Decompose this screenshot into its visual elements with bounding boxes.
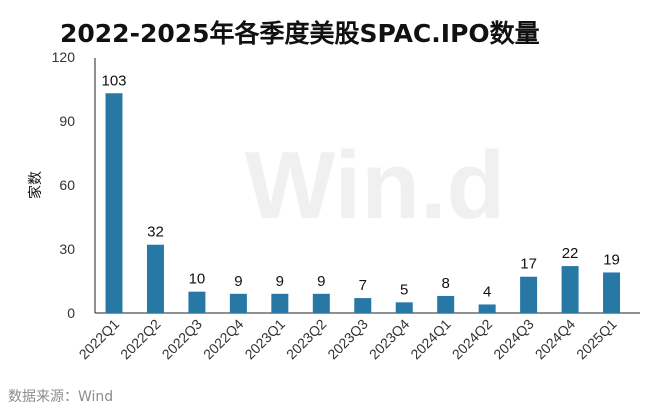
y-axis-label: 家数 — [27, 171, 44, 199]
x-tick-label: 2023Q4 — [366, 316, 413, 363]
source-note: 数据来源：Wind — [8, 389, 114, 405]
bars — [105, 93, 621, 314]
data-label: 22 — [562, 245, 579, 262]
bar — [146, 244, 164, 313]
data-label: 7 — [359, 277, 367, 294]
x-tick-label: 2023Q1 — [241, 316, 288, 363]
bar — [312, 293, 330, 313]
y-tick-label: 120 — [52, 49, 76, 65]
x-tick-label: 2022Q4 — [200, 316, 247, 363]
data-label: 9 — [234, 273, 242, 290]
x-tick-label: 2022Q1 — [76, 316, 123, 363]
y-ticks: 0 30 60 90 120 — [52, 49, 76, 321]
x-tick-label: 2024Q1 — [407, 316, 454, 363]
x-tick-label: 2024Q4 — [532, 316, 579, 363]
watermark: Win.d — [245, 132, 505, 239]
y-tick-label: 60 — [59, 177, 75, 193]
x-tick-label: 2022Q3 — [158, 316, 205, 363]
bar — [354, 298, 372, 313]
data-label: 103 — [101, 72, 126, 89]
bar — [437, 295, 455, 313]
x-tick-label: 2023Q3 — [324, 316, 371, 363]
y-tick-label: 90 — [59, 113, 75, 129]
data-label: 8 — [442, 275, 450, 292]
x-ticks: 2022Q12022Q22022Q32022Q42023Q12023Q22023… — [76, 316, 620, 363]
bar — [561, 266, 579, 313]
data-label: 4 — [483, 283, 491, 300]
bar — [603, 272, 621, 313]
bar — [478, 304, 496, 313]
x-tick-label: 2022Q2 — [117, 316, 164, 363]
bar — [271, 293, 289, 313]
x-tick-label: 2025Q1 — [573, 316, 620, 363]
chart-title: 2022-2025年各季度美股SPAC.IPO数量 — [60, 19, 540, 48]
data-label: 9 — [317, 273, 325, 290]
bar — [520, 276, 538, 313]
bar — [105, 93, 123, 314]
data-label: 10 — [189, 271, 206, 288]
data-label: 5 — [400, 281, 408, 298]
data-label: 17 — [520, 256, 537, 273]
bar — [229, 293, 247, 313]
x-tick-label: 2024Q3 — [490, 316, 537, 363]
y-tick-label: 0 — [67, 305, 75, 321]
bar — [188, 291, 206, 313]
bar — [395, 302, 413, 313]
data-label: 32 — [147, 224, 164, 241]
x-tick-label: 2023Q2 — [283, 316, 330, 363]
data-label: 19 — [603, 251, 620, 268]
y-tick-label: 30 — [59, 241, 75, 257]
data-labels: 103 32 10 9 9 9 7 5 8 4 17 22 19 — [101, 72, 619, 300]
x-tick-label: 2024Q2 — [449, 316, 496, 363]
data-label: 9 — [276, 273, 284, 290]
